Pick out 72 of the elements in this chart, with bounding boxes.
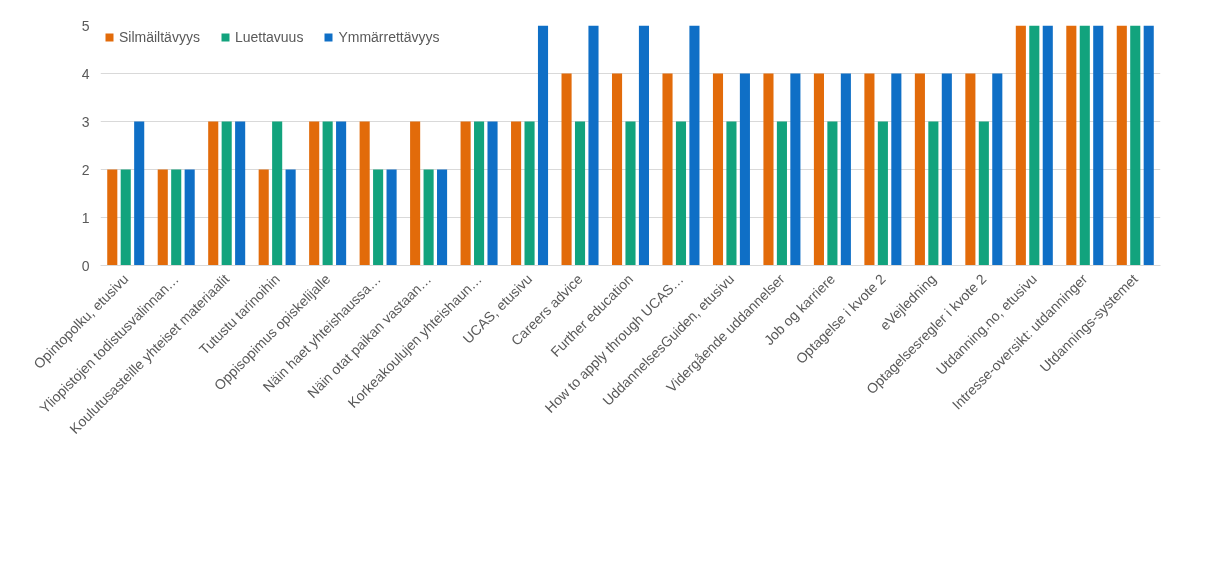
bar <box>410 121 421 266</box>
bar <box>891 73 902 266</box>
bar <box>511 121 522 266</box>
bar <box>625 121 636 266</box>
bar <box>914 73 925 266</box>
bar <box>689 25 700 266</box>
bar <box>864 73 875 266</box>
bar <box>965 73 976 266</box>
bar <box>1093 25 1104 266</box>
bar <box>588 25 599 266</box>
bar <box>437 169 448 266</box>
bar <box>460 121 471 266</box>
bar <box>928 121 939 266</box>
bar <box>1079 25 1090 266</box>
y-tick-label: 2 <box>81 161 90 178</box>
bar <box>1066 25 1077 266</box>
bar <box>373 169 384 266</box>
y-tick-label: 4 <box>81 65 90 82</box>
bar <box>611 73 623 266</box>
bar <box>1116 25 1127 266</box>
bar <box>574 121 586 266</box>
bar <box>258 169 269 266</box>
bar <box>309 121 320 266</box>
bar <box>739 73 750 266</box>
bar <box>107 169 118 266</box>
legend-label: Luettavuus <box>234 29 304 45</box>
bar <box>978 121 989 266</box>
bar <box>827 121 838 266</box>
bar <box>120 169 131 266</box>
bar <box>208 121 219 266</box>
bar <box>171 169 182 266</box>
bar <box>675 121 687 266</box>
bar <box>561 73 572 266</box>
bar <box>322 121 333 266</box>
bar <box>474 121 485 266</box>
bar <box>638 25 650 266</box>
bar <box>487 121 498 266</box>
bar <box>1143 25 1154 266</box>
bar <box>285 169 296 266</box>
bar <box>524 121 535 266</box>
legend-label: Ymmärrettävyys <box>338 29 440 45</box>
bar <box>359 121 370 266</box>
bar <box>157 169 168 266</box>
bar <box>184 169 195 266</box>
bar <box>1029 25 1040 266</box>
bar <box>1042 25 1053 266</box>
y-tick-label: 0 <box>81 257 90 274</box>
bar <box>1015 25 1026 266</box>
bar <box>423 169 434 266</box>
bar <box>992 73 1003 266</box>
bar <box>726 121 737 266</box>
bar <box>134 121 145 266</box>
legend-label: Silmäiltävyys <box>119 29 200 45</box>
bar <box>336 121 347 266</box>
bar <box>712 73 724 266</box>
bar <box>941 73 952 266</box>
bar <box>776 121 787 266</box>
bar <box>763 73 774 266</box>
y-tick-label: 3 <box>81 113 90 130</box>
bar <box>813 73 824 266</box>
y-tick-label: 5 <box>81 17 90 34</box>
bar <box>840 73 851 266</box>
bar <box>221 121 232 266</box>
bar <box>235 121 246 266</box>
y-tick-label: 1 <box>81 209 90 226</box>
bar <box>386 169 397 266</box>
bar <box>1130 25 1141 266</box>
bar <box>790 73 801 266</box>
bar <box>877 121 888 266</box>
bar <box>662 73 673 266</box>
bar <box>272 121 283 266</box>
bar <box>537 25 549 266</box>
